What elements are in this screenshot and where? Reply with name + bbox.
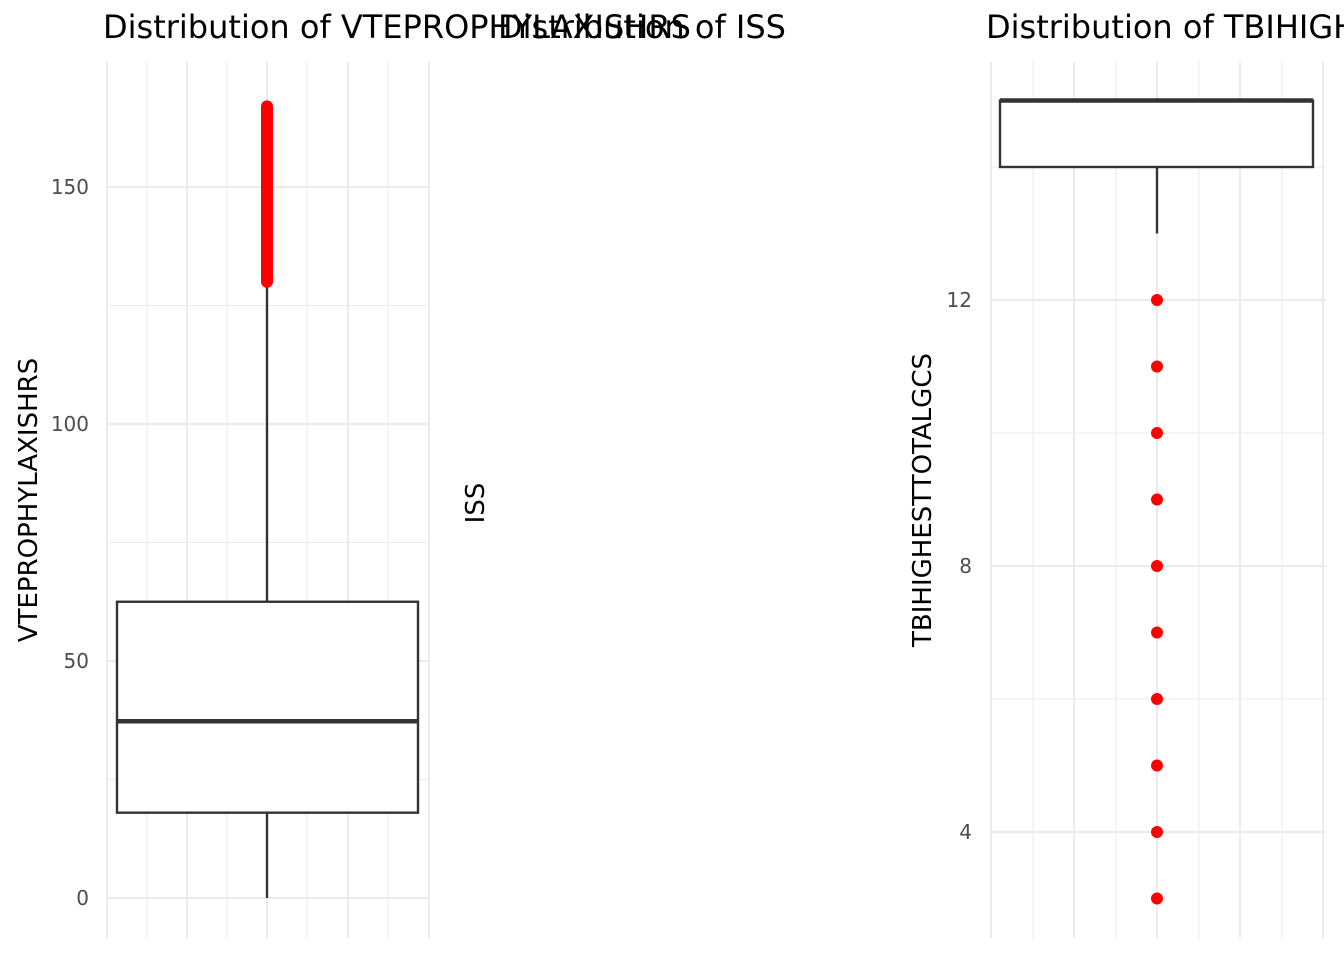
- panel1-y-axis-label: VTEPROPHYLAXISHRS: [14, 358, 44, 642]
- outlier-point: [1151, 493, 1163, 506]
- outlier-point: [261, 100, 273, 113]
- panel-iss: ISS: [461, 483, 491, 524]
- y-tick-label: 4: [959, 820, 972, 844]
- outlier-point: [1151, 826, 1163, 838]
- panel1-outliers: [261, 100, 273, 288]
- y-tick-label: 50: [64, 649, 89, 673]
- panel3-boxplot: [998, 98, 1315, 234]
- y-tick-label: 100: [51, 412, 89, 436]
- y-tick-label: 0: [76, 886, 89, 910]
- panel3-gridlines: [990, 62, 1326, 938]
- outlier-point: [1151, 560, 1163, 572]
- outlier-point: [1151, 427, 1163, 439]
- outlier-point: [1151, 693, 1163, 705]
- panel3-y-ticks: 4 8 12: [947, 288, 972, 844]
- box-iqr: [998, 99, 1315, 169]
- panel1-title: Distribution of VTEPROPHYLAXISHRS: [103, 8, 691, 46]
- y-tick-label: 12: [947, 288, 972, 312]
- panel3-y-axis-label: TBIHIGHESTTOTALGCS: [908, 353, 938, 648]
- outlier-point: [1151, 626, 1163, 639]
- outlier-point: [1151, 892, 1163, 905]
- y-tick-label: 150: [51, 175, 89, 199]
- y-tick-label: 8: [959, 554, 972, 578]
- panel-vteprophylaxishrs: 0 50 100 150 VTEPROPHYLAXISHRS: [14, 62, 430, 938]
- panel1-y-ticks: 0 50 100 150: [51, 175, 89, 910]
- panel-tbihighesttotalgcs: 4 8 12 TBIHIGHESTTOTALGCS: [908, 62, 1326, 938]
- outlier-point: [1151, 294, 1163, 306]
- panel2-y-axis-label: ISS: [461, 483, 491, 524]
- box-iqr: [115, 600, 420, 814]
- panel2-title: Distribution of ISS: [498, 8, 786, 46]
- outlier-point: [1151, 360, 1163, 373]
- panel3-outliers: [1151, 294, 1163, 905]
- panel1-boxplot: [115, 283, 420, 898]
- panel3-title: Distribution of TBIHIGHESTTOTALGCS: [986, 8, 1344, 46]
- outlier-point: [1151, 759, 1163, 772]
